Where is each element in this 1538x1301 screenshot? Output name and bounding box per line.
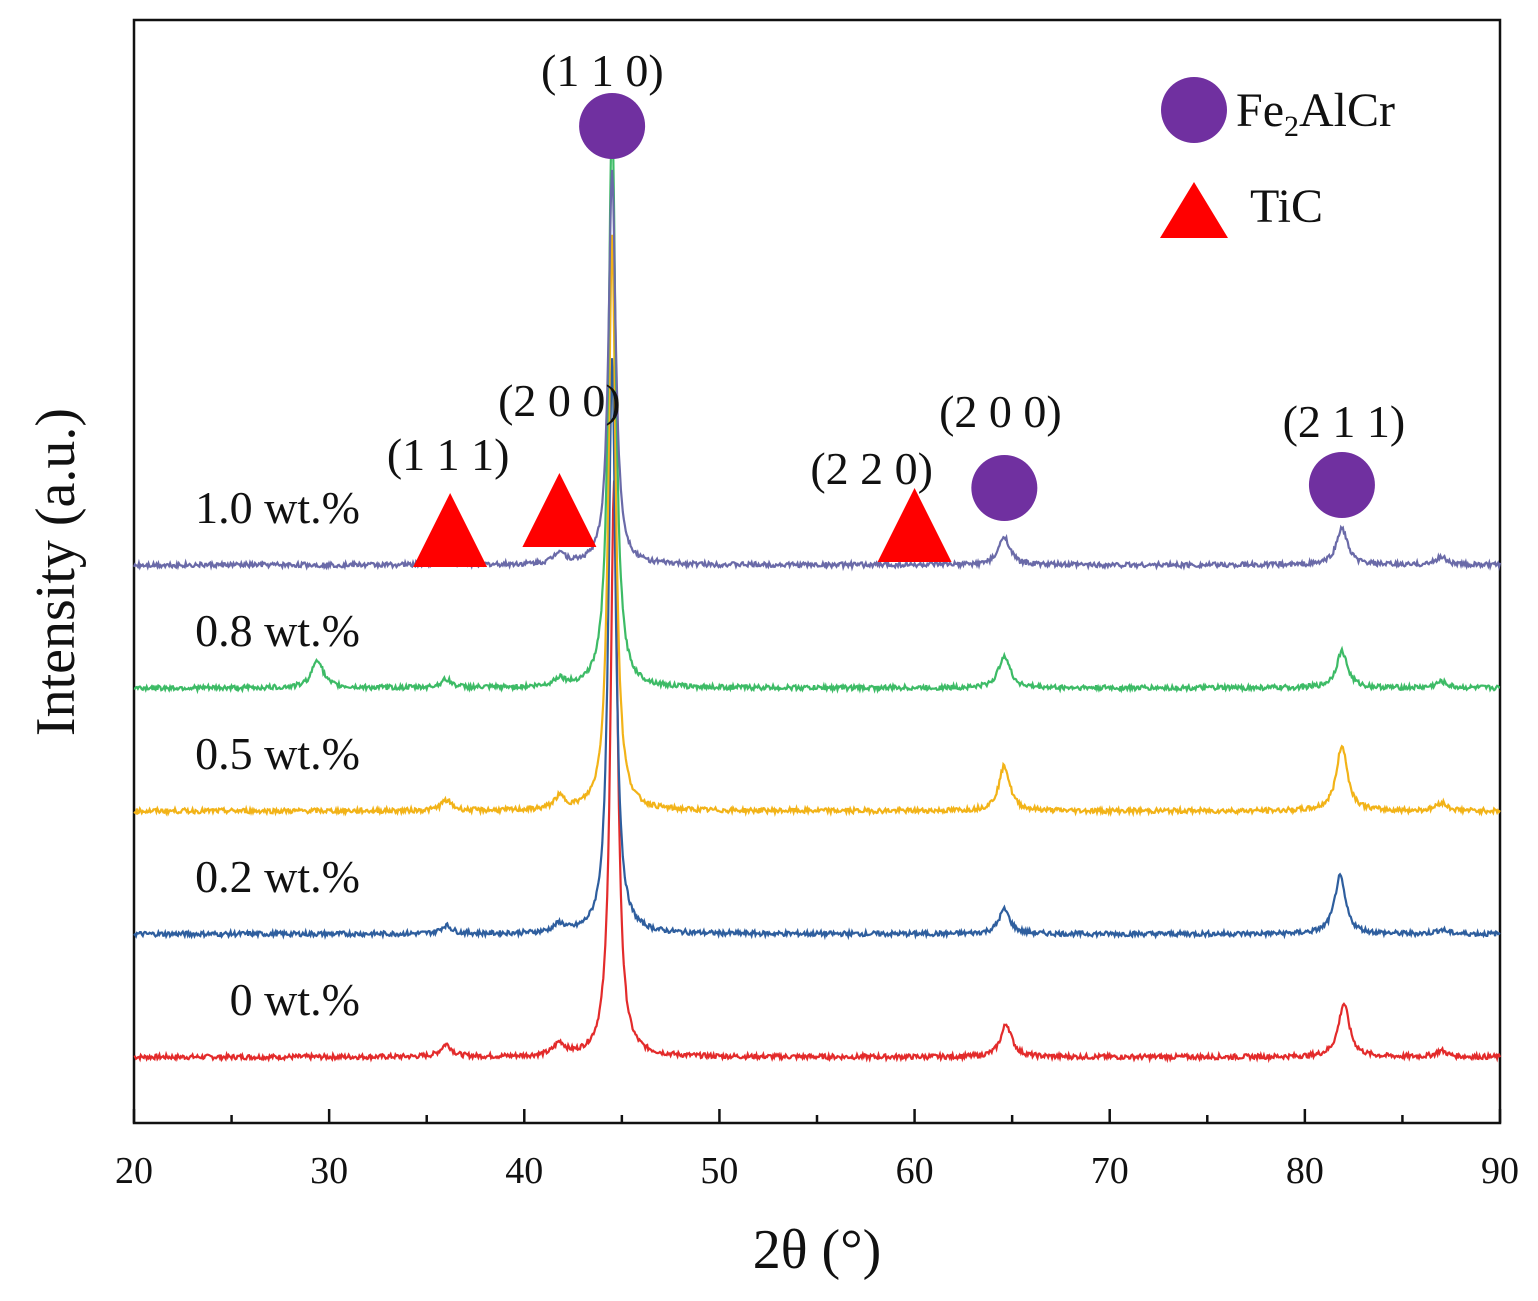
legend-tic-marker bbox=[1160, 182, 1228, 238]
peak-label: (2 1 1) bbox=[1283, 396, 1406, 447]
fe2alcr-peak-marker bbox=[971, 455, 1038, 521]
legend-tic-label: TiC bbox=[1250, 180, 1323, 233]
series-label: 0.8 wt.% bbox=[195, 605, 360, 656]
y-axis-title: Intensity (a.u.) bbox=[25, 408, 87, 736]
sample-labels: 0 wt.% 0.2 wt.% 0.5 wt.% 0.8 wt.% 1.0 wt.% bbox=[195, 482, 360, 1025]
x-tick-label: 60 bbox=[896, 1150, 934, 1192]
series-label: 0.5 wt.% bbox=[195, 728, 360, 779]
x-tick-label: 30 bbox=[310, 1150, 348, 1192]
series-label: 0.2 wt.% bbox=[195, 851, 360, 902]
series-group bbox=[132, 114, 1502, 1064]
peak-label: (2 0 0) bbox=[939, 386, 1062, 437]
x-tick-label: 20 bbox=[115, 1150, 153, 1192]
tic-peak-marker bbox=[522, 473, 597, 547]
peak-label: (2 0 0) bbox=[498, 375, 621, 426]
legend: Fe2AlCr TiC bbox=[1160, 77, 1395, 238]
series-label: 0 wt.% bbox=[230, 974, 360, 1025]
peak-label: (1 1 1) bbox=[387, 429, 510, 480]
series-line bbox=[133, 480, 1502, 1064]
series-line bbox=[133, 234, 1501, 818]
x-tick-label: 50 bbox=[700, 1150, 738, 1192]
fe2alcr-peak-marker bbox=[579, 93, 646, 159]
x-axis-ticks bbox=[132, 1109, 1502, 1123]
series-line bbox=[133, 358, 1501, 941]
peak-label: (1 1 0) bbox=[541, 45, 664, 96]
series-line bbox=[133, 114, 1501, 695]
x-tick-label: 80 bbox=[1286, 1150, 1324, 1192]
fe2alcr-peak-marker bbox=[1308, 452, 1375, 518]
legend-fe2alcr-label: Fe2AlCr bbox=[1236, 84, 1395, 143]
x-axis-tick-labels: 20 30 40 50 60 70 80 90 bbox=[115, 1150, 1519, 1192]
peak-annotations: (1 1 0)(2 0 0) (2 1 1)(1 1 1)(2 0 0)(2 2 … bbox=[387, 45, 1405, 567]
x-tick-label: 70 bbox=[1091, 1150, 1129, 1192]
legend-fe2alcr-marker bbox=[1161, 77, 1227, 143]
x-axis-title: 2θ (°) bbox=[753, 1219, 882, 1281]
x-tick-label: 90 bbox=[1481, 1150, 1519, 1192]
legend-fe2alcr-sub: 2 bbox=[1284, 110, 1299, 143]
peak-label: (2 2 0) bbox=[810, 443, 933, 494]
tic-peak-marker bbox=[413, 493, 488, 567]
tic-peak-marker bbox=[877, 488, 952, 562]
legend-fe2alcr-rest: AlCr bbox=[1299, 84, 1395, 137]
series-label: 1.0 wt.% bbox=[195, 482, 360, 533]
series-line bbox=[132, 169, 1502, 572]
legend-fe2alcr-main: Fe bbox=[1236, 84, 1284, 137]
x-tick-label: 40 bbox=[505, 1150, 543, 1192]
